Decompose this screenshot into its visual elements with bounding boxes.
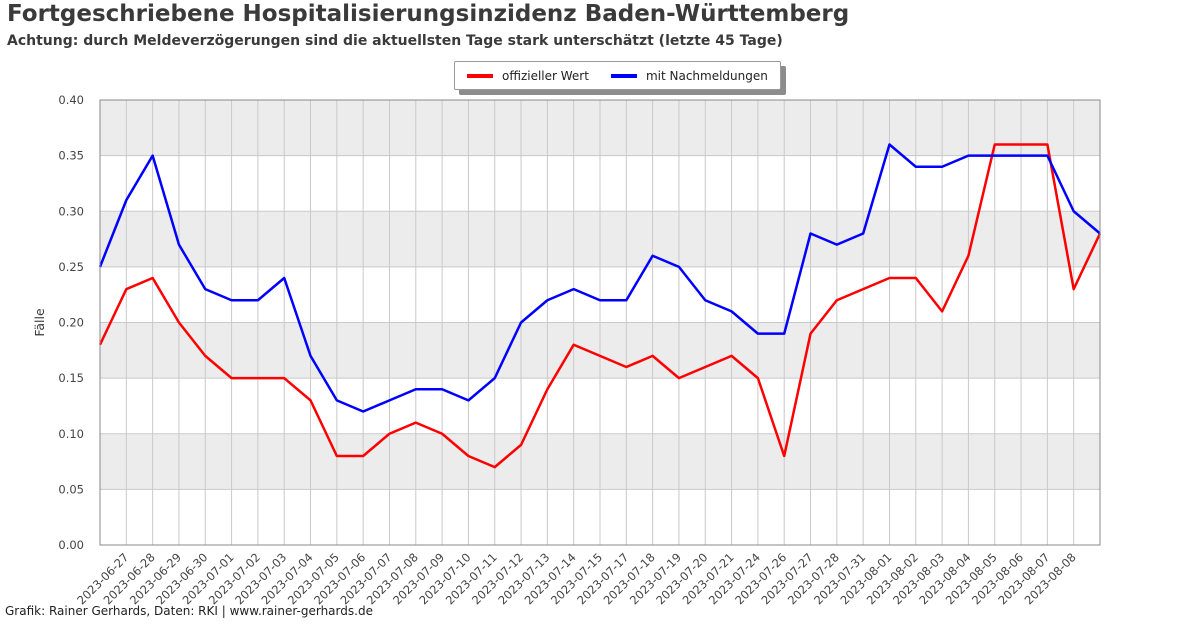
- legend-label: offizieller Wert: [502, 68, 589, 83]
- series-line-offizieller-wert: [98, 143, 1102, 469]
- legend-swatch-red-line: [467, 73, 493, 78]
- legend-label: mit Nachmeldungen: [645, 68, 768, 83]
- y-tick-labels: 0.00 0.05 0.10 0.15 0.20 0.25 0.30 0.35 0.40: [58, 93, 84, 552]
- legend: offizieller Wert mit Nachmeldungen: [454, 61, 781, 90]
- y-tick-label: 0.25: [58, 260, 84, 274]
- legend-item-mit-nachmeldungen: mit Nachmeldungen: [610, 68, 768, 83]
- series-lines: [98, 143, 1102, 469]
- x-tick-labels: 2023-06-272023-06-282023-06-292023-06-30…: [74, 550, 1079, 607]
- y-tick-label: 0.35: [58, 149, 84, 163]
- y-tick-label: 0.30: [58, 204, 84, 218]
- y-tick-label: 0.05: [58, 482, 84, 496]
- y-tick-label: 0.20: [58, 316, 84, 330]
- footer-credit: Grafik: Rainer Gerhards, Daten: RKI | ww…: [5, 604, 373, 618]
- y-tick-label: 0.40: [58, 93, 84, 107]
- y-tick-label: 0.00: [58, 538, 84, 552]
- y-axis-label: Fälle: [32, 308, 47, 337]
- series-line-mit-nachmeldungen: [98, 143, 1101, 413]
- chart-subtitle: Achtung: durch Meldeverzögerungen sind d…: [7, 33, 783, 49]
- legend-item-offizieller-wert: offizieller Wert: [467, 69, 589, 83]
- plot-border: [99, 99, 1101, 546]
- y-tick-label: 0.10: [58, 427, 84, 441]
- y-tick-label: 0.15: [58, 371, 84, 385]
- legend-swatch-blue-line: [610, 73, 637, 78]
- chart-title: Fortgeschriebene Hospitalisierungsinzide…: [7, 1, 850, 27]
